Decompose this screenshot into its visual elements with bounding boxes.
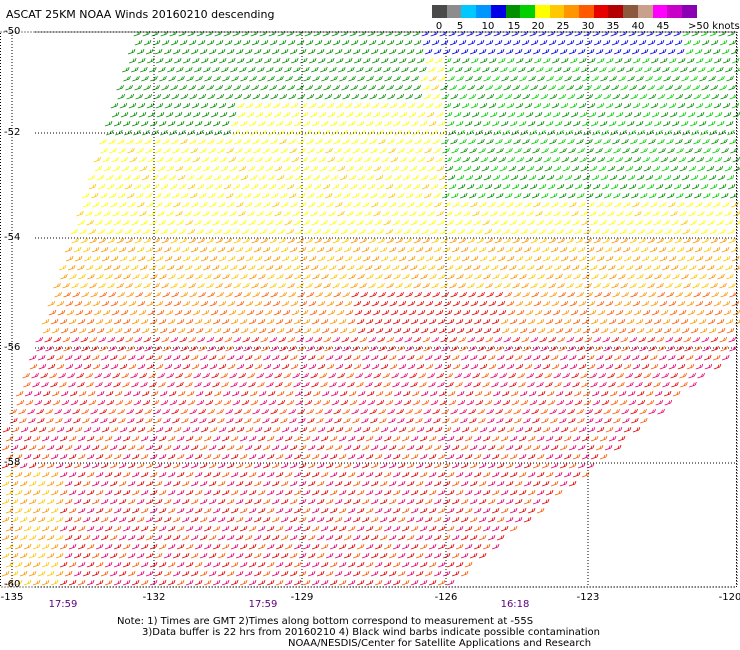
color-scale-segment [432,5,448,18]
color-scale-segment [505,5,521,18]
scale-label-30: 30 [581,21,595,32]
scale-label-20: 20 [531,21,545,32]
color-scale-segment [637,5,653,18]
color-scale-segment [534,5,550,18]
map-frame [0,31,737,588]
scale-label-45: 45 [656,21,670,32]
lon-label-135: -135 [0,592,24,603]
map-title: ASCAT 25KM NOAA Winds 20160210 descendin… [6,8,275,21]
note-line-2: 3)Data buffer is 22 hrs from 20160210 4)… [142,627,600,638]
lat-lon-gridlines [0,31,738,588]
scale-label-5: 5 [456,21,464,32]
color-scale-segment [681,5,697,18]
color-scale-segment [623,5,639,18]
lon-label-126: -126 [434,592,458,603]
color-scale-segment [593,5,609,18]
lat-label-50: -50 [4,26,21,37]
lat-label-54: -54 [4,232,21,243]
color-scale-segment [490,5,506,18]
note-line-1: Note: 1) Times are GMT 2)Times along bot… [117,616,534,627]
lat-label-60: -60 [4,579,21,590]
wind-barb-group [104,30,740,199]
scale-label-10: 10 [481,21,495,32]
lon-label-123: -123 [576,592,600,603]
lat-label-52: -52 [4,127,21,138]
scale-label-0: 0 [435,21,443,32]
scale-label-40: 40 [631,21,645,32]
scale-label-15: 15 [507,21,521,32]
time-label-3: 16:18 [500,599,530,610]
scale-label-25: 25 [556,21,570,32]
wind-speed-color-scale: 0 5 10 15 20 25 30 35 40 45 >50 knots [432,5,740,33]
lon-label-120: -120 [718,592,740,603]
color-scale-segment [608,5,624,18]
lat-label-56: -56 [4,342,21,353]
wind-barb-group [441,30,740,199]
wind-barbs-layer [1,30,740,586]
wind-barb-group [1,75,740,586]
color-scale-segment [476,5,492,18]
color-scale-segment [520,5,536,18]
lat-label-58: -58 [4,457,21,468]
color-scale-segment [579,5,595,18]
time-label-1: 17:59 [48,599,78,610]
color-scale-segment [564,5,580,18]
lon-label-132: -132 [142,592,166,603]
wind-barb-group [70,57,740,235]
scale-label-35: 35 [606,21,620,32]
wind-barb-group [1,237,740,586]
scale-unit-label: >50 knots [688,21,740,32]
wind-barb-group [10,336,737,586]
wind-barb-group [421,30,685,55]
wind-barb-group [1,291,722,586]
color-scale-segment [446,5,462,18]
lon-label-129: -129 [290,592,314,603]
color-scale-segment [667,5,683,18]
color-scale-segment [652,5,668,18]
color-scale-segment [549,5,565,18]
wind-barb-group [1,291,740,586]
note-line-3: NOAA/NESDIS/Center for Satellite Applica… [288,638,592,649]
color-scale-segment [461,5,477,18]
time-label-2: 17:59 [248,599,278,610]
